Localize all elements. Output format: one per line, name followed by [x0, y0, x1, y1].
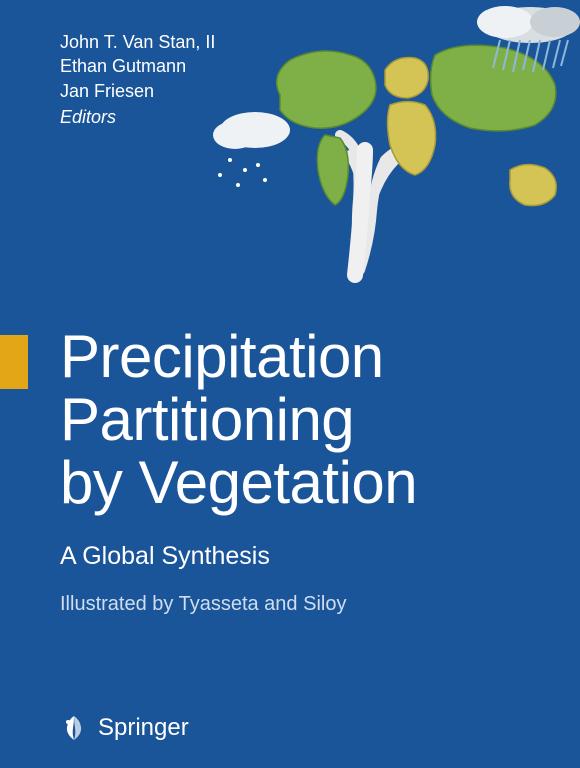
continent-south-america [317, 135, 348, 205]
editors-role: Editors [60, 105, 215, 129]
publisher-block: Springer [60, 714, 189, 742]
snow-cloud [213, 112, 290, 187]
continent-australia [510, 164, 556, 205]
tree-trunk-main [355, 150, 365, 275]
book-title: Precipitation Partitioning by Vegetation [60, 325, 417, 514]
springer-logo-icon [60, 714, 88, 742]
illustrator-credit: Illustrated by Tyasseta and Siloy [60, 593, 417, 616]
book-subtitle: A Global Synthesis [60, 542, 417, 571]
title-line: by Vegetation [60, 449, 417, 516]
title-line: Precipitation [60, 323, 384, 390]
editor-name: Ethan Gutmann [60, 54, 215, 78]
editor-name: Jan Friesen [60, 79, 215, 103]
continent-north-america [277, 51, 376, 128]
continent-europe [385, 58, 428, 99]
book-cover: John T. Van Stan, II Ethan Gutmann Jan F… [0, 0, 580, 768]
editors-block: John T. Van Stan, II Ethan Gutmann Jan F… [60, 30, 215, 129]
publisher-name: Springer [98, 714, 189, 742]
title-block: Precipitation Partitioning by Vegetation… [60, 325, 417, 616]
accent-bar [0, 335, 28, 389]
editor-name: John T. Van Stan, II [60, 30, 215, 54]
cover-illustration [210, 0, 580, 290]
title-line: Partitioning [60, 386, 354, 453]
